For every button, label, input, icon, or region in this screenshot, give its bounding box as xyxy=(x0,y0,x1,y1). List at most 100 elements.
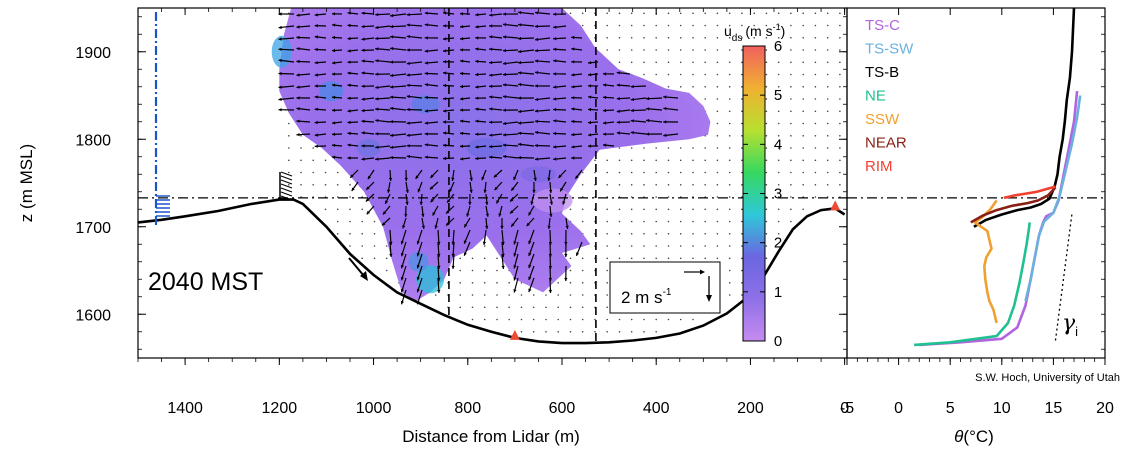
wind-vector-head xyxy=(314,61,318,65)
grid-dot xyxy=(300,159,302,162)
grid-dot xyxy=(790,122,792,125)
wind-vector-head xyxy=(518,121,522,125)
wind-vector-head xyxy=(424,132,428,136)
wind-vector-head xyxy=(416,276,420,281)
grid-dot xyxy=(741,110,743,113)
wind-vector-head xyxy=(588,61,592,65)
wind-vector-head xyxy=(375,119,379,123)
grid-dot xyxy=(777,49,780,51)
wind-vector-head xyxy=(588,73,592,77)
wind-vector-head xyxy=(481,176,485,181)
wind-vector-head xyxy=(347,109,351,113)
colorbar-tick-label: 4 xyxy=(774,136,782,153)
wind-vector-head xyxy=(475,13,479,17)
grid-dot xyxy=(581,294,584,296)
grid-dot xyxy=(618,331,621,333)
wind-vector-head xyxy=(616,120,620,124)
wind-vector-head xyxy=(553,37,557,41)
grid-dot xyxy=(716,159,719,162)
grid-dot xyxy=(802,37,804,39)
grid-dot xyxy=(790,61,792,64)
wind-vector-head xyxy=(347,83,351,87)
grid-dot xyxy=(655,196,657,198)
grid-dot xyxy=(655,245,657,247)
wind-speed-blob xyxy=(356,139,381,157)
grid-dot xyxy=(716,49,719,51)
grid-dot xyxy=(643,159,645,162)
grid-dot xyxy=(667,73,670,76)
grid-dot xyxy=(643,318,645,321)
wind-vector-head xyxy=(361,108,365,113)
grid-dot xyxy=(741,73,743,76)
wind-vector-head xyxy=(417,188,421,193)
wind-vector-head xyxy=(518,142,522,147)
wind-vector-head xyxy=(404,177,408,181)
wind-vector-head xyxy=(388,177,393,181)
wind-vector-head xyxy=(400,264,404,269)
wind-vector-head xyxy=(390,133,394,137)
wind-vector-head xyxy=(513,289,517,293)
wind-vector-head xyxy=(535,11,539,15)
wind-vectors xyxy=(278,11,679,305)
wind-vector-head xyxy=(528,264,532,269)
wind-vector-head xyxy=(390,145,394,149)
wind-vector-head xyxy=(571,132,575,137)
grid-dot xyxy=(300,171,302,174)
grid-dot xyxy=(716,98,719,100)
wind-vector-head xyxy=(390,35,394,39)
profile-ts-sw xyxy=(1024,95,1082,302)
wind-vector-head xyxy=(430,174,434,178)
grid-dot xyxy=(741,61,743,64)
grid-dot xyxy=(716,24,719,27)
grid-dot xyxy=(728,37,731,39)
wind-vector-head xyxy=(553,119,557,123)
grid-dot xyxy=(765,110,768,113)
grid-dot xyxy=(826,98,829,100)
wind-vector-head xyxy=(361,71,365,75)
grid-dot xyxy=(692,318,694,321)
wind-vector-head xyxy=(603,108,607,113)
grid-dot xyxy=(826,135,829,137)
grid-dot xyxy=(324,184,327,186)
grid-dot xyxy=(336,171,339,174)
wind-vector-head xyxy=(460,157,464,161)
wind-vector-head xyxy=(503,133,507,137)
grid-dot xyxy=(667,318,670,321)
wind-vector-head xyxy=(489,133,493,137)
grid-dot xyxy=(385,257,388,260)
grid-dot xyxy=(459,269,462,272)
y-tick-label: 1800 xyxy=(75,132,111,149)
wind-vector-head xyxy=(314,95,318,99)
wind-vector-head xyxy=(460,59,464,63)
wind-vector-head xyxy=(406,133,410,137)
grid-dot xyxy=(692,233,694,235)
grid-dot xyxy=(508,306,511,309)
wind-vector-head xyxy=(383,211,387,215)
wind-vector-head xyxy=(503,83,507,87)
wind-speed-blob xyxy=(411,95,440,114)
grid-dot xyxy=(557,282,559,284)
wind-vector-head xyxy=(511,187,515,191)
wind-vector-head xyxy=(630,84,634,89)
grid-dot xyxy=(814,184,817,186)
grid-dot xyxy=(704,147,706,149)
grid-dot xyxy=(692,208,694,211)
grid-dot xyxy=(618,220,621,223)
grid-dot xyxy=(692,171,694,174)
grid-dot xyxy=(839,98,841,100)
grid-dot xyxy=(704,24,706,27)
grid-dot xyxy=(692,86,694,88)
grid-dot xyxy=(618,245,621,247)
profile-ts-b xyxy=(973,8,1076,228)
grid-dot xyxy=(545,331,547,333)
grid-dot xyxy=(741,208,743,211)
wind-vector-head xyxy=(385,200,389,204)
wind-vector-head xyxy=(424,109,428,113)
wind-vector-head xyxy=(489,24,493,28)
wind-vector-head xyxy=(548,289,553,293)
wind-vector-head xyxy=(571,85,575,89)
grid-dot xyxy=(777,12,780,15)
wind-speed-blob xyxy=(408,251,429,272)
grid-dot xyxy=(349,233,351,235)
grid-dot xyxy=(679,220,682,223)
